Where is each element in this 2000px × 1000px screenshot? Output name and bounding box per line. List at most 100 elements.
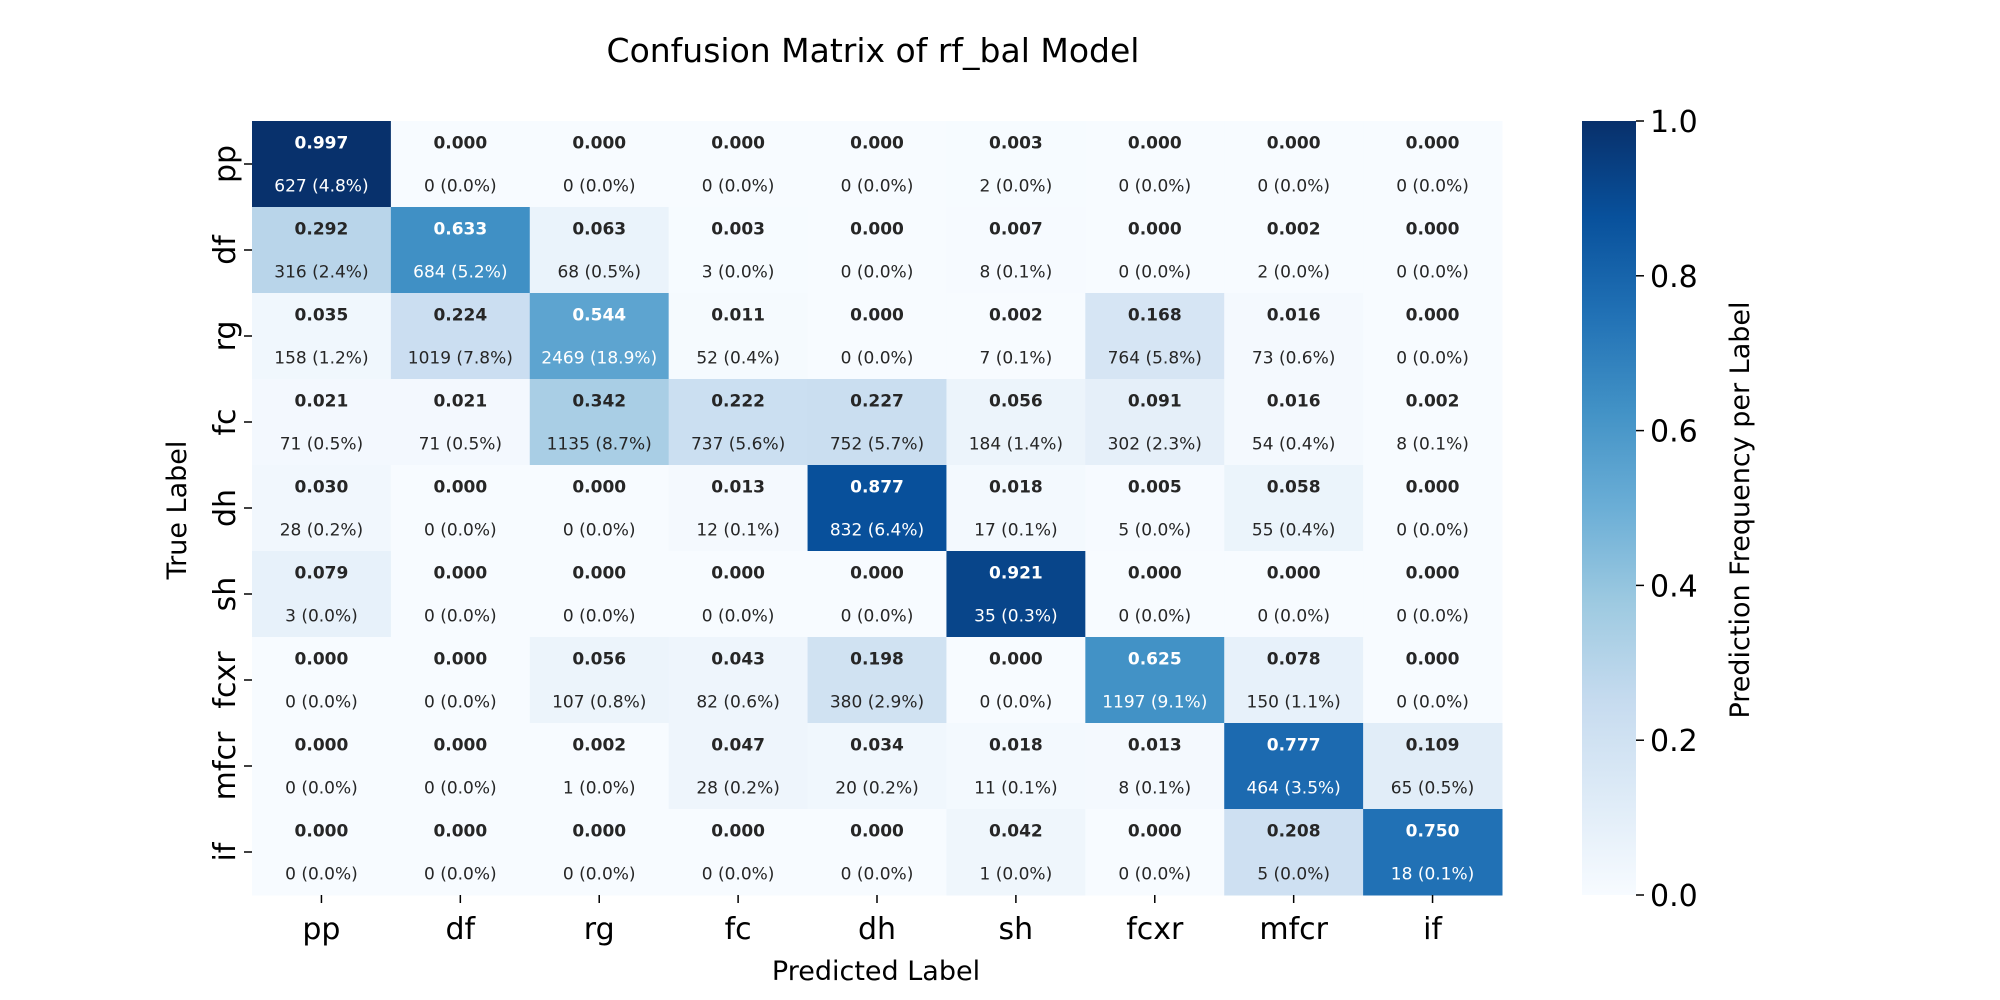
cell-value-label: 0.011	[711, 306, 765, 326]
cell-count-label: 0 (0.0%)	[841, 865, 914, 885]
cell-value-label: 0.021	[433, 392, 487, 412]
cell-value-label: 0.000	[572, 478, 626, 498]
x-tick-label: fcxr	[1126, 912, 1184, 947]
cell-value-label: 0.078	[1267, 650, 1321, 670]
cell-value-label: 0.030	[295, 478, 349, 498]
cell-value-label: 0.000	[1406, 220, 1460, 240]
cell-count-label: 0 (0.0%)	[841, 607, 914, 627]
cell-value-label: 0.227	[850, 392, 904, 412]
x-axis-ticks: pp df rg fc dh sh fcxr mfcr if	[302, 895, 1443, 947]
cell-value-label: 0.000	[1267, 564, 1321, 584]
cell-count-label: 0 (0.0%)	[285, 693, 358, 713]
y-tick-label: df	[208, 234, 243, 265]
cell-value-label: 0.016	[1267, 392, 1321, 412]
cell-count-label: 684 (5.2%)	[413, 263, 507, 283]
cell-value-label: 0.021	[295, 392, 349, 412]
y-tick-label: pp	[208, 145, 243, 183]
cell-count-label: 0 (0.0%)	[1118, 607, 1191, 627]
y-axis-label: True Label	[162, 441, 193, 581]
cell-count-label: 18 (0.1%)	[1391, 865, 1475, 885]
cell-count-label: 0 (0.0%)	[563, 865, 636, 885]
cell-value-label: 0.000	[295, 822, 349, 842]
cell-value-label: 0.016	[1267, 306, 1321, 326]
cell-value-label: 0.000	[295, 736, 349, 756]
colorbar-tick-label: 1.0	[1650, 105, 1698, 140]
cell-count-label: 302 (2.3%)	[1108, 435, 1202, 455]
cell-count-label: 20 (0.2%)	[835, 779, 919, 799]
chart-title: Confusion Matrix of rf_bal Model	[607, 31, 1140, 70]
colorbar-gradient	[1582, 121, 1636, 895]
cell-count-label: 832 (6.4%)	[830, 521, 924, 541]
y-tick-label: rg	[208, 321, 243, 352]
cell-value-label: 0.002	[1406, 392, 1460, 412]
cell-count-label: 1 (0.0%)	[980, 865, 1053, 885]
cell-count-label: 764 (5.8%)	[1108, 349, 1202, 369]
cell-count-label: 73 (0.6%)	[1252, 349, 1336, 369]
cell-count-label: 11 (0.1%)	[974, 779, 1058, 799]
cell-value-label: 0.013	[1128, 736, 1182, 756]
cell-count-label: 0 (0.0%)	[702, 607, 775, 627]
cell-value-label: 0.056	[989, 392, 1043, 412]
cell-value-label: 0.056	[572, 650, 626, 670]
cell-count-label: 28 (0.2%)	[696, 779, 780, 799]
cell-value-label: 0.198	[850, 650, 904, 670]
cell-count-label: 464 (3.5%)	[1247, 779, 1341, 799]
cell-value-label: 0.063	[572, 220, 626, 240]
cell-value-label: 0.018	[989, 478, 1043, 498]
cell-count-label: 0 (0.0%)	[980, 693, 1053, 713]
cell-value-label: 0.000	[1406, 478, 1460, 498]
cell-value-label: 0.292	[295, 220, 349, 240]
heatmap-grid: 0.997627 (4.8%)0.0000 (0.0%)0.0000 (0.0%…	[252, 121, 1503, 896]
cell-value-label: 0.544	[572, 306, 626, 326]
cell-count-label: 0 (0.0%)	[1396, 521, 1469, 541]
cell-value-label: 0.047	[711, 736, 765, 756]
cell-value-label: 0.000	[572, 564, 626, 584]
cell-count-label: 1197 (9.1%)	[1102, 693, 1207, 713]
cell-count-label: 8 (0.1%)	[980, 263, 1053, 283]
x-tick-label: if	[1423, 912, 1443, 947]
cell-count-label: 54 (0.4%)	[1252, 435, 1336, 455]
cell-count-label: 17 (0.1%)	[974, 521, 1058, 541]
x-tick-label: pp	[302, 912, 340, 947]
cell-value-label: 0.000	[1406, 650, 1460, 670]
cell-count-label: 68 (0.5%)	[557, 263, 641, 283]
cell-value-label: 0.002	[572, 736, 626, 756]
cell-value-label: 0.222	[711, 392, 765, 412]
cell-count-label: 0 (0.0%)	[841, 177, 914, 197]
cell-count-label: 0 (0.0%)	[285, 779, 358, 799]
cell-count-label: 2 (0.0%)	[1257, 263, 1330, 283]
colorbar-tick-label: 0.0	[1650, 879, 1698, 914]
cell-value-label: 0.000	[989, 650, 1043, 670]
cell-count-label: 0 (0.0%)	[424, 779, 497, 799]
cell-value-label: 0.000	[433, 564, 487, 584]
cell-value-label: 0.000	[711, 822, 765, 842]
x-tick-label: mfcr	[1259, 912, 1328, 947]
x-axis-label: Predicted Label	[772, 956, 980, 987]
cell-value-label: 0.342	[572, 392, 626, 412]
x-tick-label: sh	[999, 912, 1034, 947]
cell-count-label: 380 (2.9%)	[830, 693, 924, 713]
cell-count-label: 627 (4.8%)	[274, 177, 368, 197]
cell-count-label: 150 (1.1%)	[1247, 693, 1341, 713]
cell-count-label: 0 (0.0%)	[1396, 607, 1469, 627]
y-tick-label: if	[208, 841, 243, 861]
cell-value-label: 0.000	[1128, 822, 1182, 842]
cell-count-label: 0 (0.0%)	[424, 865, 497, 885]
x-tick-label: dh	[858, 912, 896, 947]
cell-value-label: 0.000	[850, 220, 904, 240]
cell-count-label: 1019 (7.8%)	[408, 349, 513, 369]
cell-value-label: 0.921	[989, 564, 1043, 584]
cell-value-label: 0.208	[1267, 822, 1321, 842]
cell-count-label: 2469 (18.9%)	[541, 349, 657, 369]
cell-value-label: 0.877	[850, 478, 904, 498]
colorbar-ticks: 0.00.20.40.60.81.0	[1636, 105, 1698, 914]
cell-value-label: 0.000	[850, 134, 904, 154]
cell-count-label: 0 (0.0%)	[1257, 607, 1330, 627]
cell-count-label: 3 (0.0%)	[285, 607, 358, 627]
cell-value-label: 0.000	[433, 736, 487, 756]
cell-count-label: 7 (0.1%)	[980, 349, 1053, 369]
cell-count-label: 737 (5.6%)	[691, 435, 785, 455]
cell-value-label: 0.777	[1267, 736, 1321, 756]
cell-count-label: 0 (0.0%)	[563, 521, 636, 541]
